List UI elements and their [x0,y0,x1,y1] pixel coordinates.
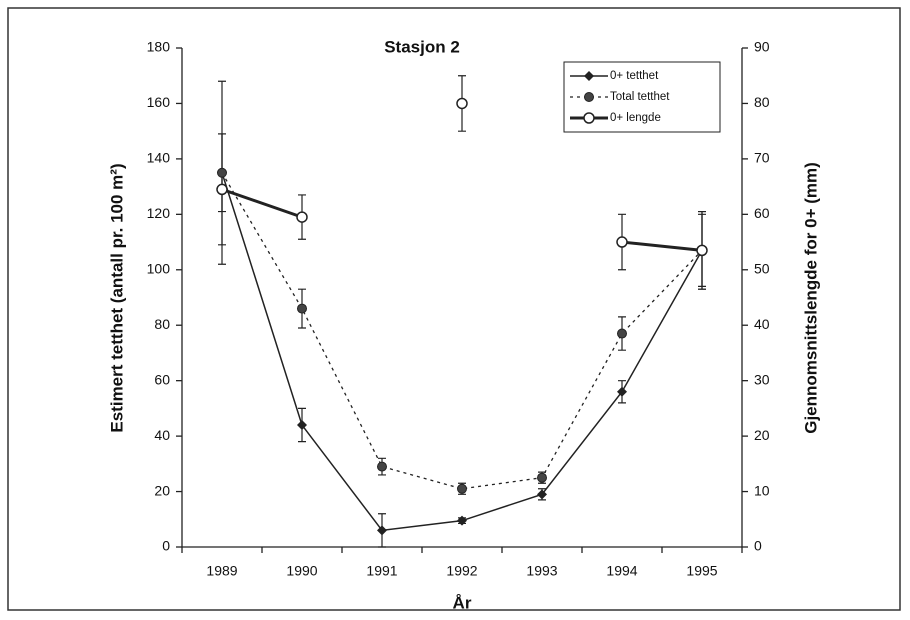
y-tick-label: 0 [162,538,170,554]
y2-tick-label: 70 [754,150,770,166]
marker [457,483,467,494]
marker [696,244,708,257]
y2-tick-label: 0 [754,538,762,554]
series-line [221,172,703,532]
marker [617,328,627,339]
y-tick-label: 160 [147,94,171,110]
y-tick-label: 100 [147,260,171,276]
y2-axis-label: Gjennomsnittslengde for 0+ (mm) [801,162,820,434]
marker [584,71,594,81]
legend-label: 0+ lengde [610,112,661,124]
marker [297,303,307,314]
x-tick-label: 1994 [606,563,637,579]
frame [7,7,901,611]
x-axis-label: År [453,593,472,612]
marker [584,92,594,102]
marker [377,525,387,536]
legend: 0+ tetthet Total tetthet 0+ lengde [563,61,721,133]
marker [583,112,595,124]
y-tick-label: 140 [147,150,171,166]
y-axis-label: Estimert tetthet (antall pr. 100 m²) [107,163,126,432]
marker [296,211,308,223]
y2-tick-label: 10 [754,482,770,498]
y-tick-label: 40 [154,427,170,443]
y2-tick-label: 80 [754,94,770,110]
x-tick-label: 1993 [526,563,557,579]
y-tick-label: 60 [154,371,170,387]
y-tick-label: 180 [147,39,171,55]
marker [216,183,228,196]
y2-tick-label: 30 [754,371,770,387]
x-tick-label: 1995 [686,563,717,579]
y2-tick-label: 90 [754,39,770,55]
chart-title: Stasjon 2 [384,37,460,56]
x-tick-label: 1989 [206,563,237,579]
y2-tick-label: 50 [754,260,770,276]
marker [616,236,628,248]
x-tick-label: 1990 [286,563,317,579]
marker [617,386,627,397]
y-tick-label: 120 [147,205,171,221]
y2-tick-label: 40 [754,316,770,332]
x-tick-label: 1992 [446,563,477,579]
marker [297,420,307,431]
series-line [221,172,703,490]
y2-tick-label: 60 [754,205,770,221]
legend-label: 0+ tetthet [610,70,659,82]
x-tick-label: 1991 [366,563,397,579]
marker [377,461,387,472]
y-tick-label: 80 [154,316,170,332]
marker [457,515,467,526]
marker [537,489,547,500]
series-line [221,187,703,252]
y2-tick-label: 20 [754,427,770,443]
marker [537,472,547,483]
marker [456,97,468,110]
y-tick-label: 20 [154,482,170,498]
legend-label: Total tetthet [610,91,670,103]
marker [217,167,227,178]
